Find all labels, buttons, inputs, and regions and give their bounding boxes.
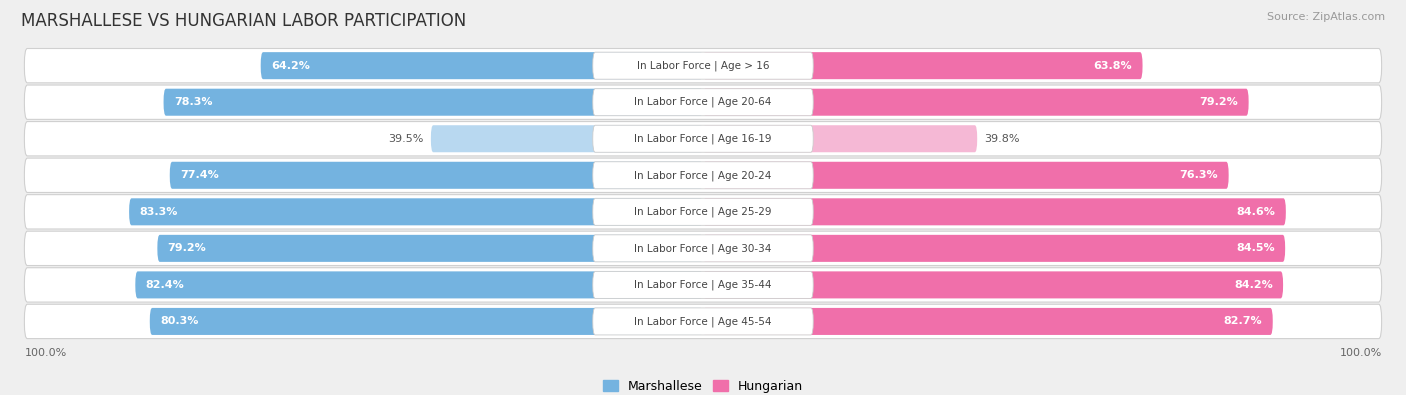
Text: 84.5%: 84.5% — [1236, 243, 1275, 253]
FancyBboxPatch shape — [260, 52, 703, 79]
FancyBboxPatch shape — [24, 304, 1382, 339]
FancyBboxPatch shape — [157, 235, 703, 262]
Text: 64.2%: 64.2% — [271, 61, 309, 71]
Text: 63.8%: 63.8% — [1094, 61, 1132, 71]
FancyBboxPatch shape — [24, 231, 1382, 265]
FancyBboxPatch shape — [593, 52, 813, 79]
FancyBboxPatch shape — [24, 158, 1382, 192]
Text: 39.8%: 39.8% — [984, 134, 1019, 144]
FancyBboxPatch shape — [24, 195, 1382, 229]
FancyBboxPatch shape — [703, 235, 1285, 262]
Text: 80.3%: 80.3% — [160, 316, 198, 326]
Text: 76.3%: 76.3% — [1180, 170, 1219, 180]
Text: 77.4%: 77.4% — [180, 170, 219, 180]
FancyBboxPatch shape — [703, 198, 1286, 225]
FancyBboxPatch shape — [593, 235, 813, 262]
FancyBboxPatch shape — [703, 52, 1143, 79]
Text: In Labor Force | Age 20-64: In Labor Force | Age 20-64 — [634, 97, 772, 107]
Text: In Labor Force | Age 45-54: In Labor Force | Age 45-54 — [634, 316, 772, 327]
Text: In Labor Force | Age 16-19: In Labor Force | Age 16-19 — [634, 134, 772, 144]
FancyBboxPatch shape — [593, 308, 813, 335]
FancyBboxPatch shape — [430, 125, 703, 152]
Text: In Labor Force | Age 30-34: In Labor Force | Age 30-34 — [634, 243, 772, 254]
Text: 39.5%: 39.5% — [388, 134, 425, 144]
FancyBboxPatch shape — [24, 49, 1382, 83]
Text: 84.2%: 84.2% — [1234, 280, 1272, 290]
Text: In Labor Force | Age 20-24: In Labor Force | Age 20-24 — [634, 170, 772, 181]
Legend: Marshallese, Hungarian: Marshallese, Hungarian — [598, 375, 808, 395]
Text: 100.0%: 100.0% — [24, 348, 66, 358]
FancyBboxPatch shape — [703, 162, 1229, 189]
FancyBboxPatch shape — [24, 85, 1382, 119]
FancyBboxPatch shape — [703, 271, 1284, 298]
Text: 83.3%: 83.3% — [139, 207, 177, 217]
FancyBboxPatch shape — [593, 198, 813, 225]
Text: 82.4%: 82.4% — [146, 280, 184, 290]
FancyBboxPatch shape — [170, 162, 703, 189]
Text: Source: ZipAtlas.com: Source: ZipAtlas.com — [1267, 12, 1385, 22]
Text: In Labor Force | Age 25-29: In Labor Force | Age 25-29 — [634, 207, 772, 217]
Text: 79.2%: 79.2% — [1199, 97, 1239, 107]
FancyBboxPatch shape — [129, 198, 703, 225]
FancyBboxPatch shape — [593, 271, 813, 298]
FancyBboxPatch shape — [593, 162, 813, 189]
Text: 84.6%: 84.6% — [1237, 207, 1275, 217]
FancyBboxPatch shape — [135, 271, 703, 298]
FancyBboxPatch shape — [24, 122, 1382, 156]
FancyBboxPatch shape — [593, 125, 813, 152]
Text: 100.0%: 100.0% — [1340, 348, 1382, 358]
FancyBboxPatch shape — [703, 308, 1272, 335]
Text: In Labor Force | Age 35-44: In Labor Force | Age 35-44 — [634, 280, 772, 290]
FancyBboxPatch shape — [593, 89, 813, 116]
Text: 82.7%: 82.7% — [1223, 316, 1263, 326]
Text: 79.2%: 79.2% — [167, 243, 207, 253]
FancyBboxPatch shape — [163, 89, 703, 116]
Text: 78.3%: 78.3% — [174, 97, 212, 107]
Text: In Labor Force | Age > 16: In Labor Force | Age > 16 — [637, 60, 769, 71]
FancyBboxPatch shape — [150, 308, 703, 335]
FancyBboxPatch shape — [24, 268, 1382, 302]
Text: MARSHALLESE VS HUNGARIAN LABOR PARTICIPATION: MARSHALLESE VS HUNGARIAN LABOR PARTICIPA… — [21, 12, 467, 30]
FancyBboxPatch shape — [703, 89, 1249, 116]
FancyBboxPatch shape — [703, 125, 977, 152]
